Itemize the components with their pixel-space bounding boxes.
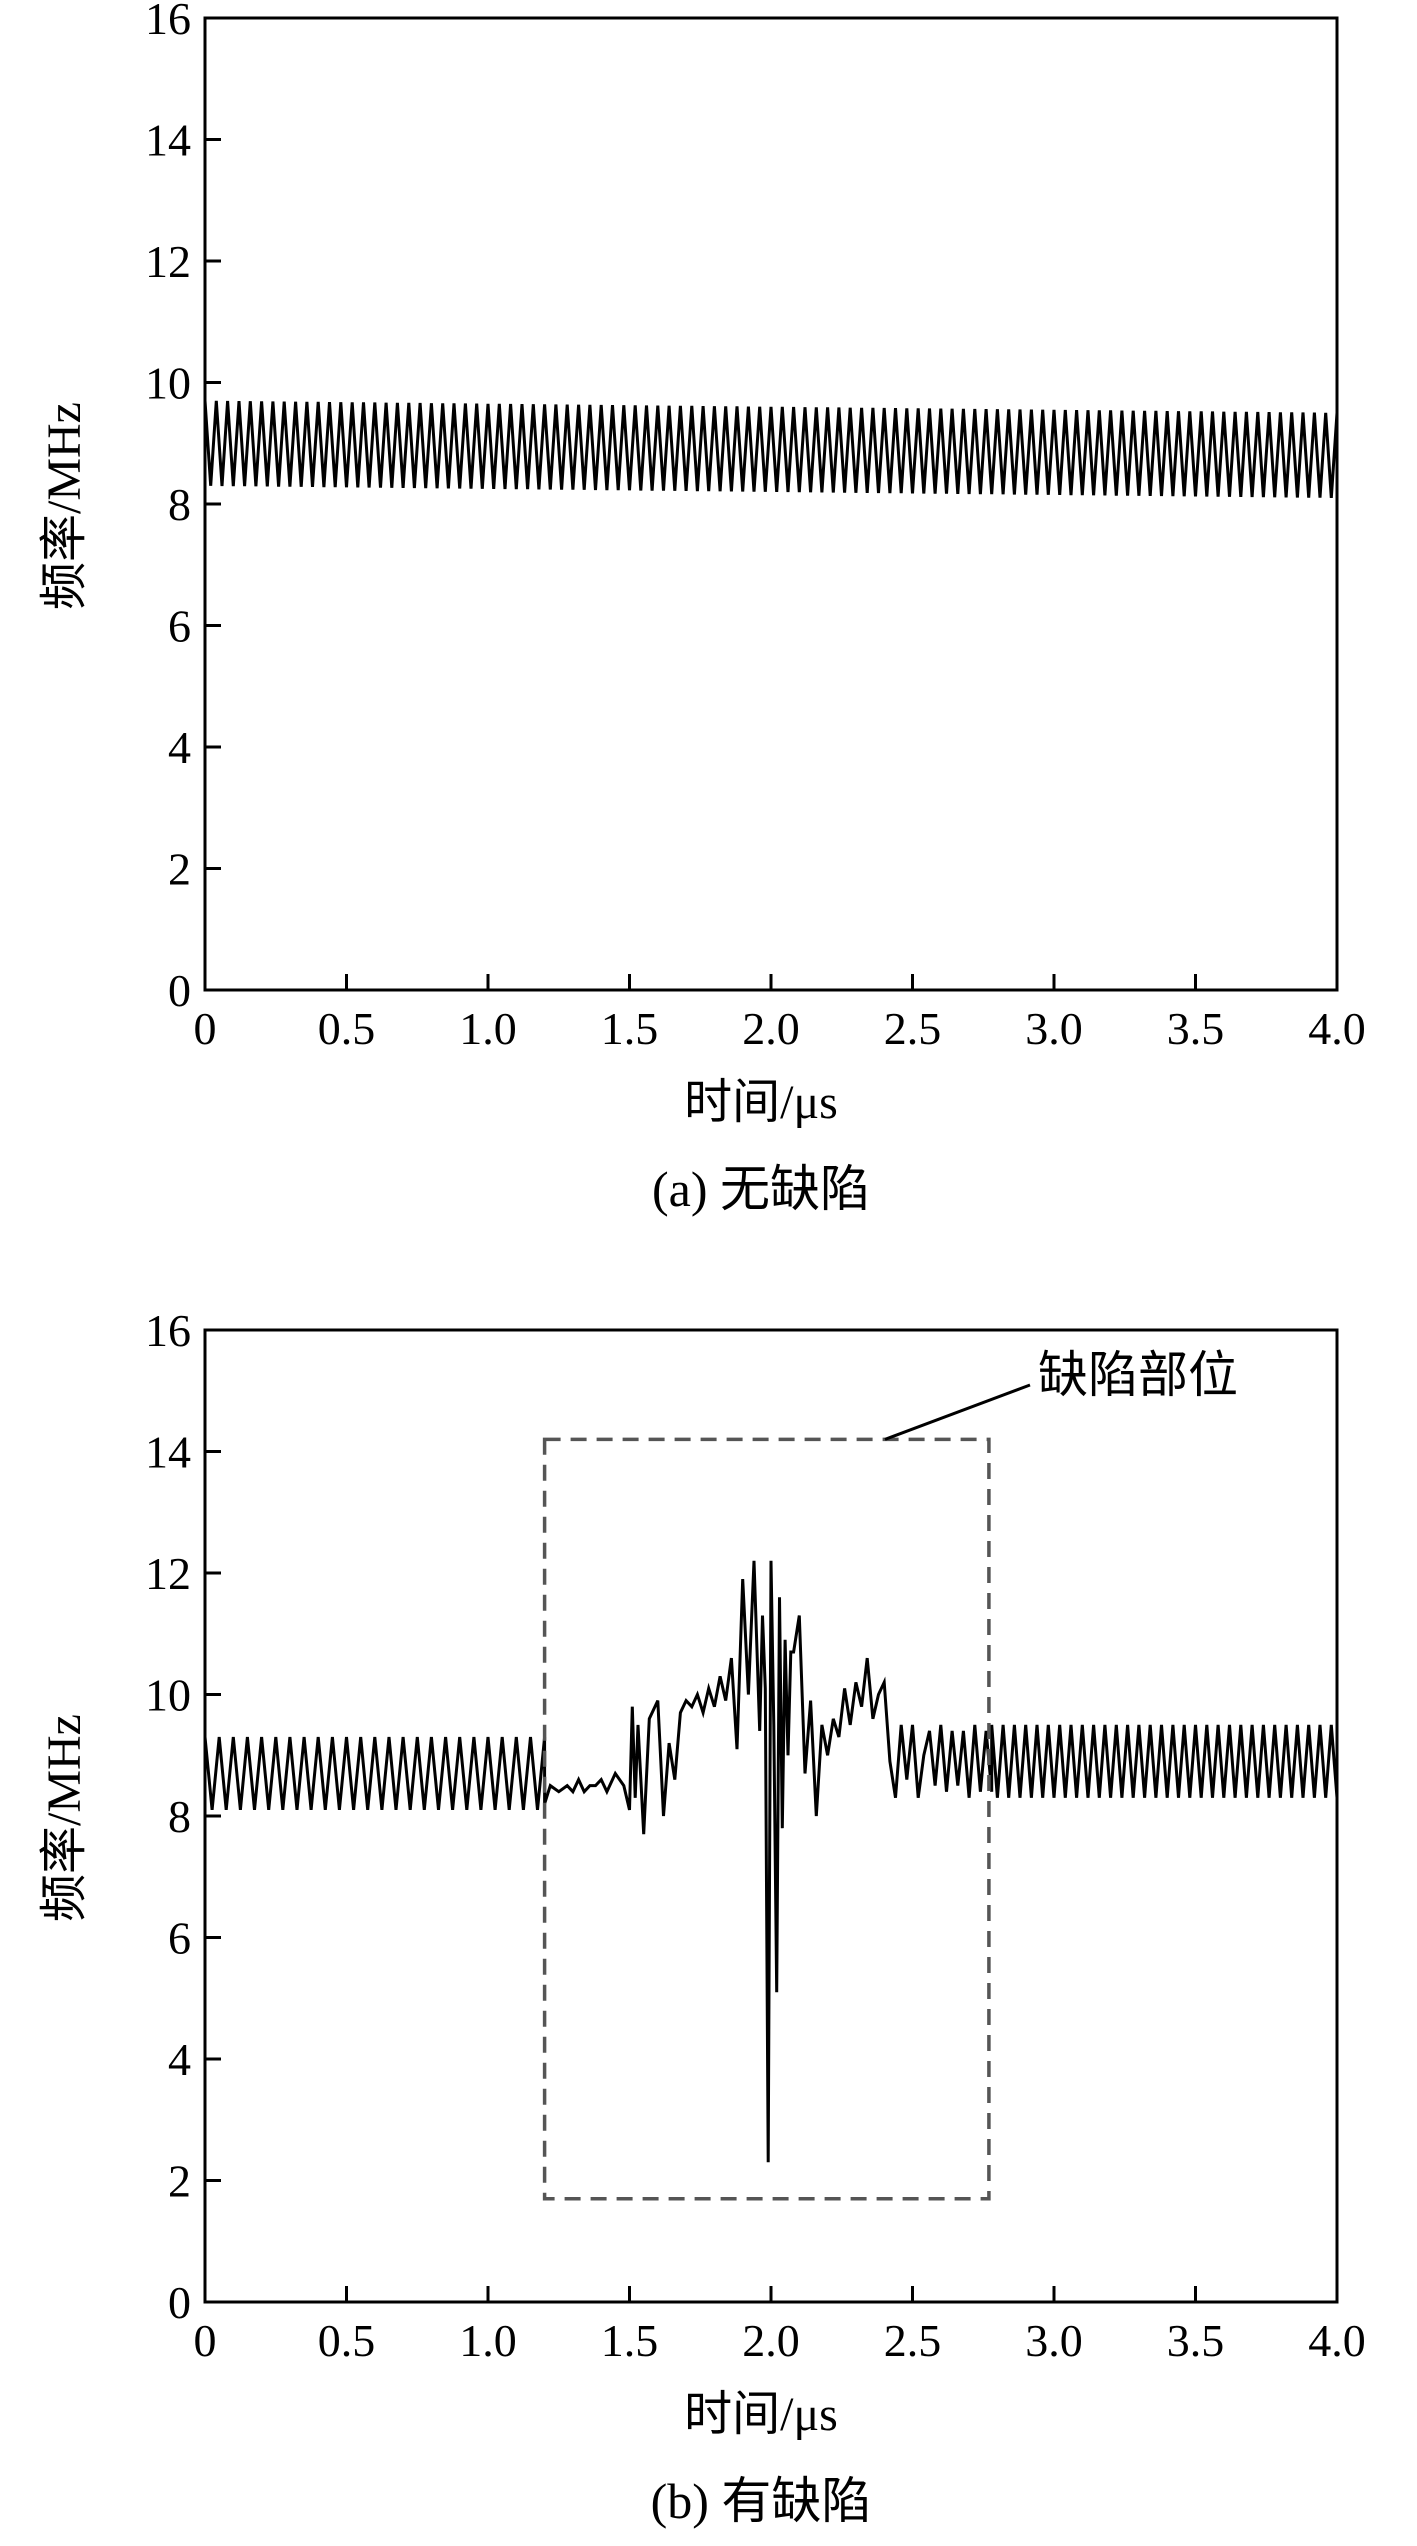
x-tick-label: 0.5 xyxy=(318,2315,376,2366)
y-tick-label: 16 xyxy=(145,0,191,44)
y-tick-label: 8 xyxy=(168,1791,191,1842)
x-tick-label: 4.0 xyxy=(1308,1003,1366,1054)
y-axis-label: 频率/MHz xyxy=(38,1714,91,1922)
x-tick-label: 2.5 xyxy=(884,2315,942,2366)
y-tick-label: 8 xyxy=(168,479,191,530)
x-tick-label: 3.5 xyxy=(1167,2315,1225,2366)
panel-caption: (b) 有缺陷 xyxy=(651,2473,872,2529)
y-tick-label: 14 xyxy=(145,1427,191,1478)
y-tick-label: 10 xyxy=(145,1670,191,1721)
series-group xyxy=(203,400,1339,499)
x-tick-label: 1.5 xyxy=(601,1003,659,1054)
x-tick-label: 1.0 xyxy=(459,1003,517,1054)
y-tick-label: 2 xyxy=(168,2156,191,2207)
annotation-leader-line xyxy=(884,1383,1031,1441)
y-tick-label: 0 xyxy=(168,2277,191,2328)
defect-region-box xyxy=(542,1437,991,2201)
y-tick-label: 0 xyxy=(168,965,191,1016)
y-axis-label: 频率/MHz xyxy=(38,402,91,610)
y-axis-ticks: 0 2 4 6 8 10 12 14 16 xyxy=(145,0,221,1016)
series-group xyxy=(203,1560,1339,2163)
y-tick-label: 12 xyxy=(145,236,191,287)
x-tick-label: 3.0 xyxy=(1025,2315,1083,2366)
x-tick-label: 2.0 xyxy=(742,1003,800,1054)
panel-caption: (a) 无缺陷 xyxy=(652,1161,870,1217)
y-axis-ticks: 0 2 4 6 8 10 12 14 16 xyxy=(145,1305,221,2328)
y-tick-label: 16 xyxy=(145,1305,191,1356)
x-tick-label: 0.5 xyxy=(318,1003,376,1054)
x-tick-label: 4.0 xyxy=(1308,2315,1366,2366)
plot-frame xyxy=(203,16,1339,992)
x-axis-label: 时间/μs xyxy=(684,1076,838,1129)
y-tick-label: 10 xyxy=(145,358,191,409)
y-tick-label: 2 xyxy=(168,844,191,895)
y-tick-label: 12 xyxy=(145,1548,191,1599)
y-tick-label: 6 xyxy=(168,1913,191,1964)
series-line xyxy=(203,400,1339,499)
y-tick-label: 14 xyxy=(145,115,191,166)
y-tick-label: 4 xyxy=(168,2034,191,2085)
x-tick-label: 0 xyxy=(194,1003,217,1054)
x-tick-label: 2.0 xyxy=(742,2315,800,2366)
x-tick-label: 3.5 xyxy=(1167,1003,1225,1054)
y-tick-label: 4 xyxy=(168,722,191,773)
x-tick-label: 1.5 xyxy=(601,2315,659,2366)
x-tick-label: 3.0 xyxy=(1025,1003,1083,1054)
x-axis-ticks: 0 0.5 1.0 1.5 2.0 2.5 3.0 3.5 4.0 xyxy=(194,2286,1366,2366)
series-line xyxy=(203,1560,1339,2163)
x-tick-label: 2.5 xyxy=(884,1003,942,1054)
x-tick-label: 1.0 xyxy=(459,2315,517,2366)
x-axis-ticks: 0 0.5 1.0 1.5 2.0 2.5 3.0 3.5 4.0 xyxy=(194,974,1366,1054)
x-axis-label: 时间/μs xyxy=(684,2388,838,2441)
annotation-label: 缺陷部位 xyxy=(1038,1347,1238,1403)
x-tick-label: 0 xyxy=(194,2315,217,2366)
y-tick-label: 6 xyxy=(168,601,191,652)
